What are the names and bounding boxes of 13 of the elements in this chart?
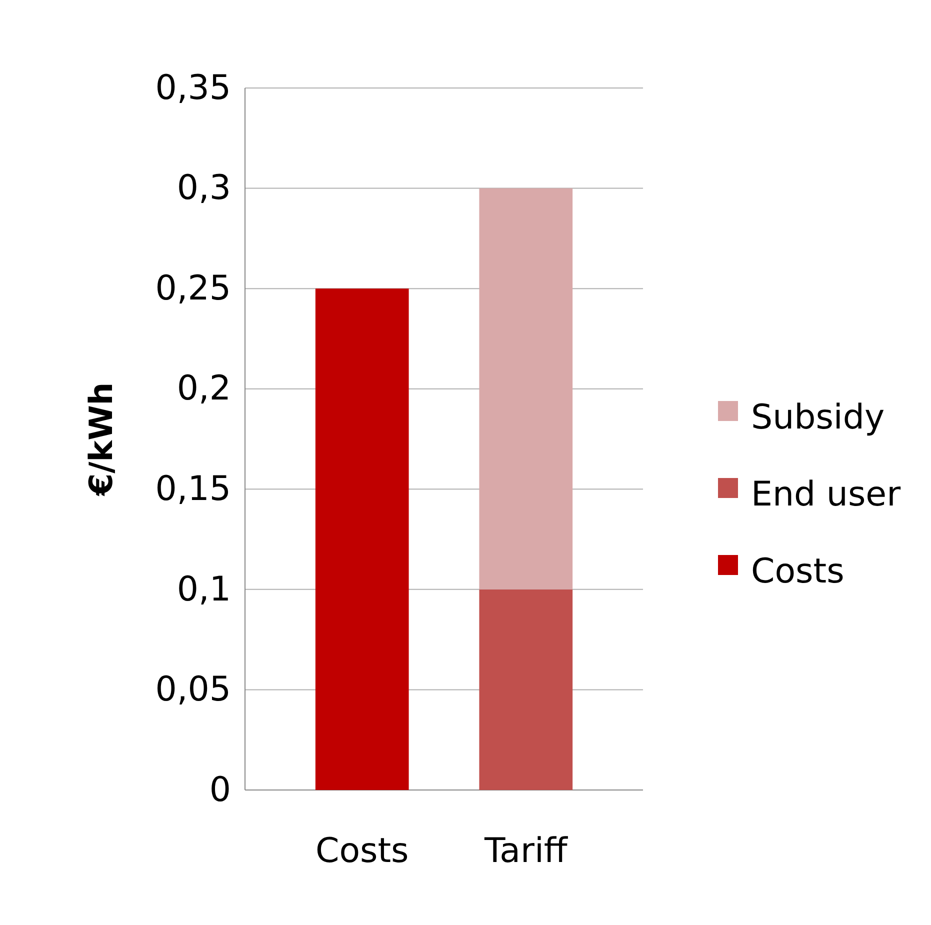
x-tick-label: Tariff bbox=[483, 831, 569, 872]
y-tick-label: 0,15 bbox=[155, 469, 231, 510]
y-tick-label: 0,35 bbox=[155, 68, 231, 108]
legend-label: Costs bbox=[751, 551, 844, 592]
y-tick-label: 0,05 bbox=[155, 670, 231, 710]
legend-label: Subsidy bbox=[751, 397, 885, 438]
y-axis-title: €/kWh bbox=[82, 382, 120, 497]
y-tick-label: 0 bbox=[209, 770, 231, 810]
y-tick-label: 0,2 bbox=[176, 368, 231, 409]
y-tick-label: 0,25 bbox=[155, 268, 231, 308]
y-tick-label: 0,1 bbox=[176, 569, 231, 610]
legend-label: End user bbox=[751, 474, 901, 514]
y-tick-label: 0,3 bbox=[176, 168, 231, 208]
